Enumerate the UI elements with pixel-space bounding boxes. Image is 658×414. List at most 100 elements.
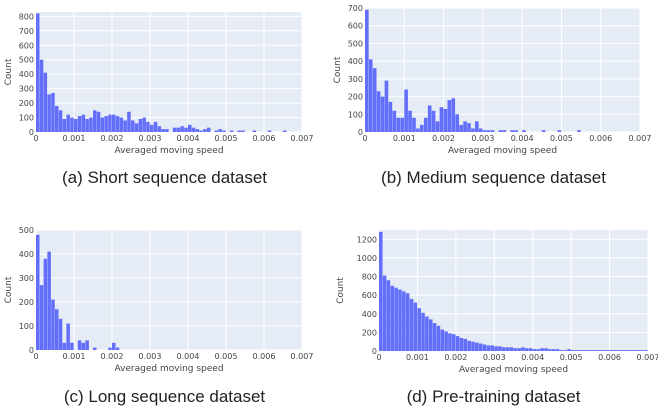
histogram-bar	[517, 348, 521, 351]
histogram-bar	[55, 105, 59, 132]
histogram-panel-pretraining: 0 0.001 0.002 0.003 0.004 0.005 0.006 0.007 0 200…	[329, 222, 658, 387]
histogram-bar	[416, 128, 420, 132]
histogram-bar	[432, 323, 437, 351]
histogram-bar	[594, 350, 598, 351]
histogram-bar	[142, 117, 146, 132]
histogram-bar	[150, 124, 154, 132]
histogram-bar	[36, 13, 40, 132]
histogram-bar	[601, 350, 606, 351]
histogram-bar	[501, 347, 506, 351]
y-tick-label: 500	[19, 226, 34, 235]
x-tick-label: 0.007	[291, 352, 314, 361]
histogram-bar	[62, 342, 67, 350]
x-axis-label: Averaged moving speed	[114, 146, 223, 156]
histogram-bar	[51, 92, 55, 132]
histogram-bar	[571, 350, 575, 351]
histogram-bar	[559, 350, 564, 351]
histogram-bar	[439, 107, 444, 132]
y-tick-label: 100	[348, 110, 363, 119]
histogram-bar	[404, 89, 408, 132]
caption-medium: (b) Medium sequence dataset	[381, 168, 606, 187]
histogram-bar	[146, 121, 150, 132]
x-tick-label: 0	[33, 352, 38, 361]
histogram-bar	[376, 91, 381, 132]
histogram-bar	[218, 129, 222, 132]
histogram-bar	[77, 116, 82, 132]
x-tick-label: 0.006	[589, 134, 612, 143]
x-tick-label: 0.007	[291, 134, 314, 143]
histogram-bar	[104, 116, 108, 132]
x-tick-label: 0	[362, 134, 367, 143]
y-tick-label: 800	[19, 12, 34, 21]
histogram-bar	[451, 98, 456, 132]
histogram-bar	[214, 130, 219, 132]
histogram-bar	[482, 130, 487, 132]
y-tick-label: 300	[19, 274, 34, 283]
histogram-bar	[58, 318, 63, 350]
x-tick-label: 0.005	[560, 353, 583, 362]
histogram-bar	[471, 128, 475, 132]
histogram-bar	[96, 111, 101, 132]
histogram-bar	[613, 350, 617, 351]
histogram-bar	[557, 130, 562, 132]
histogram-bar	[455, 114, 459, 132]
histogram-bar	[421, 312, 425, 351]
histogram-panel-long: 0 0.001 0.002 0.003 0.004 0.005 0.006 0.007 0 100…	[0, 222, 329, 387]
histogram-bar	[161, 129, 165, 132]
histogram-bar	[420, 124, 424, 132]
histogram-bar	[180, 126, 184, 132]
x-tick-label: 0.003	[471, 134, 494, 143]
histogram-bar	[119, 117, 124, 132]
y-tick-label: 800	[362, 273, 377, 282]
histogram-bar	[36, 234, 40, 350]
histogram-bar	[195, 129, 200, 132]
x-tick-label: 0.002	[101, 352, 124, 361]
histogram-bar	[586, 350, 591, 351]
histogram-svg: 0 0.001 0.002 0.003 0.004 0.005 0.006 0.007 0 100…	[333, 4, 651, 156]
histogram-bar	[521, 347, 525, 351]
y-tick-label: 600	[19, 41, 34, 50]
histogram-svg: 0 0.001 0.002 0.003 0.004 0.005 0.006 0.007 0 100…	[4, 12, 314, 156]
histogram-bar	[47, 251, 51, 350]
histogram-bar	[555, 349, 560, 351]
histogram-bar	[427, 105, 432, 132]
y-tick-label: 0	[372, 347, 377, 356]
histogram-bar	[396, 117, 401, 132]
y-axis-label: Count	[333, 56, 343, 83]
plot-area	[36, 230, 302, 350]
histogram-bar	[605, 350, 610, 351]
histogram-bar	[77, 340, 82, 350]
histogram-bar	[66, 114, 70, 132]
histogram-bar	[577, 130, 581, 132]
histogram-bar	[386, 280, 391, 351]
histogram-bar	[229, 130, 234, 132]
histogram-bar	[412, 117, 416, 132]
histogram-bar	[443, 108, 448, 132]
histogram-bar	[408, 110, 412, 132]
histogram-bar	[640, 350, 644, 351]
histogram-bar	[567, 349, 571, 351]
histogram-bar	[513, 348, 518, 351]
histogram-bar	[544, 348, 548, 351]
x-tick-label: 0.003	[139, 352, 162, 361]
histogram-bar	[428, 319, 433, 351]
histogram-bar	[39, 285, 44, 350]
x-tick-label: 0.001	[63, 352, 86, 361]
histogram-bar	[532, 349, 537, 351]
histogram-bar	[398, 289, 402, 351]
histogram-bar	[74, 118, 78, 132]
histogram-bar	[58, 110, 63, 132]
caption-pretraining: (d) Pre-training dataset	[406, 387, 581, 406]
histogram-bar	[368, 59, 373, 132]
x-axis-label: Averaged moving speed	[459, 365, 568, 375]
histogram-bar	[486, 345, 491, 351]
histogram-bar	[444, 331, 448, 351]
histogram-bar	[467, 340, 471, 351]
histogram-bar	[115, 116, 120, 132]
histogram-bar	[81, 114, 86, 132]
histogram-bar	[628, 350, 633, 351]
histogram-bar	[509, 347, 514, 351]
y-tick-label: 0	[29, 128, 34, 137]
histogram-bar	[241, 130, 245, 132]
x-tick-label: 0.002	[101, 134, 124, 143]
